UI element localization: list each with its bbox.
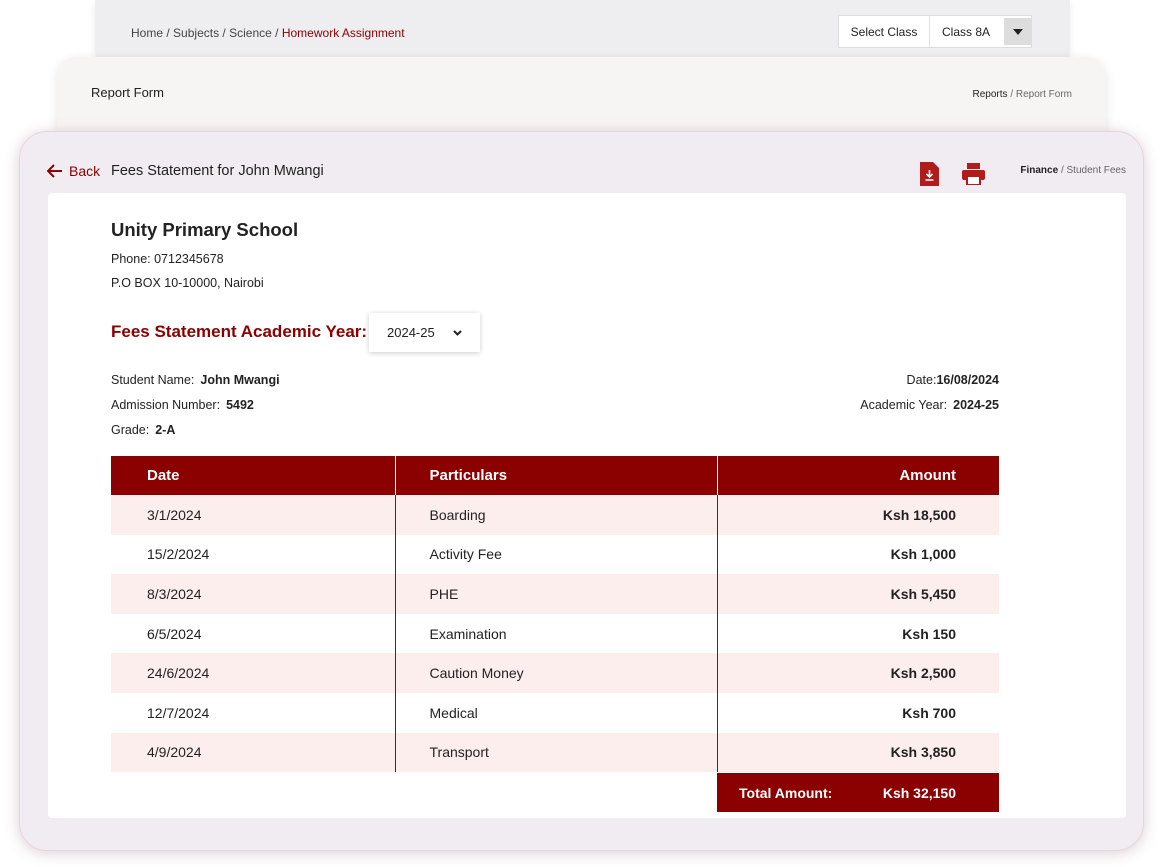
fee-row: 3/1/2024 Boarding Ksh 18,500: [111, 495, 999, 535]
year-label: Fees Statement Academic Year:: [111, 322, 368, 341]
label: Grade:: [111, 423, 150, 437]
amount-cell: Ksh 2,500: [716, 653, 999, 693]
fee-row: 4/9/2024 Transport Ksh 3,850: [111, 732, 999, 773]
amount-cell: Ksh 18,500: [716, 495, 999, 535]
crumb[interactable]: Reports: [972, 89, 1008, 100]
separator: /: [275, 26, 279, 40]
school-phone: Phone: 0712345678: [111, 252, 224, 266]
label: Admission Number:: [111, 398, 221, 412]
crumb-current: Student Fees: [1066, 165, 1126, 176]
header-row: Date Particulars Amount: [111, 456, 999, 495]
back-button[interactable]: Back: [47, 163, 100, 179]
date-cell: 3/1/2024: [111, 495, 395, 535]
amount-cell: Ksh 3,850: [716, 732, 999, 773]
value: John Mwangi: [200, 373, 280, 387]
breadcrumb: Home / Subjects / Science / Homework Ass…: [131, 26, 405, 40]
admission-number: Admission Number: 5492: [111, 398, 254, 412]
back-arrow: [47, 164, 62, 178]
value: 2024-25: [953, 398, 999, 412]
year-select[interactable]: 2024-25: [369, 313, 480, 352]
separator: /: [1060, 165, 1064, 176]
fee-row: 12/7/2024 Medical Ksh 700: [111, 692, 999, 733]
total-row: Total Amount: Ksh 32,150: [717, 773, 999, 812]
report-title: Report Form: [91, 85, 164, 100]
total-label: Total Amount:: [739, 785, 833, 801]
particular-cell: Medical: [394, 692, 717, 733]
academic-year: Academic Year: 2024-25: [860, 398, 999, 412]
fee-row: 15/2/2024 Activity Fee Ksh 1,000: [111, 534, 999, 575]
separator: /: [1010, 89, 1014, 100]
separator: /: [222, 26, 226, 40]
student-name: Student Name: John Mwangi: [111, 373, 280, 387]
particular-cell: Boarding: [394, 495, 717, 535]
label: Academic Year:: [860, 398, 948, 412]
column-header: Particulars: [394, 456, 717, 495]
select-value: Class 8A: [941, 24, 991, 39]
fee-row: 6/5/2024 Examination Ksh 150: [111, 613, 999, 654]
amount-cell: Ksh 700: [716, 692, 999, 733]
school-name: Unity Primary School: [111, 219, 299, 240]
label: Date:: [906, 373, 937, 387]
label: Student Name:: [111, 373, 195, 387]
select-label: Select Class: [839, 16, 930, 47]
amount-cell: Ksh 150: [716, 613, 999, 654]
particular-cell: Transport: [394, 732, 717, 773]
back-label: Back: [69, 163, 101, 179]
print-icon[interactable]: [962, 163, 985, 185]
breadcrumb: Finance / Student Fees: [1020, 165, 1126, 176]
particular-cell: Caution Money: [394, 653, 717, 693]
chevron: [453, 329, 462, 336]
crumb-current: Homework Assignment: [281, 26, 405, 40]
crumb[interactable]: Finance: [1020, 165, 1059, 176]
value: 5492: [226, 398, 254, 412]
value: 2-A: [155, 423, 176, 437]
crumb[interactable]: Science: [229, 26, 272, 40]
date-cell: 15/2/2024: [147, 546, 210, 563]
amount-cell: Ksh 5,450: [716, 574, 999, 614]
download-icon[interactable]: [920, 162, 939, 186]
column-header: Amount: [716, 456, 999, 495]
select-button[interactable]: [1004, 18, 1031, 45]
date-cell: 12/7/2024: [147, 704, 210, 721]
class-select[interactable]: Select Class Class 8A: [838, 15, 1032, 48]
statement-date: Date:16/08/2024: [907, 373, 999, 387]
date-cell: 8/3/2024: [111, 574, 395, 614]
separator: /: [166, 26, 170, 40]
breadcrumb: Reports / Report Form: [973, 89, 1072, 100]
crumb[interactable]: Subjects: [173, 26, 220, 40]
fee-row: 24/6/2024 Caution Money Ksh 2,500: [111, 653, 999, 693]
crumb[interactable]: Home: [131, 26, 164, 40]
school-address: P.O BOX 10-10000, Nairobi: [111, 276, 264, 290]
particular-cell: PHE: [394, 574, 717, 614]
fee-row: 8/3/2024 PHE Ksh 5,450: [111, 574, 999, 614]
column-header: Date: [111, 456, 395, 495]
date-cell: 6/5/2024: [147, 625, 202, 642]
particular-cell: Examination: [394, 613, 717, 654]
grade: Grade: 2-A: [111, 423, 175, 437]
statement-title: Fees Statement for John Mwangi: [111, 163, 324, 179]
particular-cell: Activity Fee: [394, 534, 717, 575]
fees-table: Date Particulars Amount 3/1/2024 Boarding…: [111, 456, 999, 773]
amount-cell: Ksh 1,000: [716, 534, 999, 575]
date-cell: 24/6/2024: [111, 653, 395, 693]
crumb-current: Report Form: [1015, 89, 1072, 100]
value: 16/08/2024: [936, 373, 999, 387]
date-cell: 4/9/2024: [111, 732, 395, 773]
year-value: 2024-25: [387, 325, 435, 340]
caret: [1012, 28, 1023, 35]
total-value: Ksh 32,150: [882, 785, 956, 801]
